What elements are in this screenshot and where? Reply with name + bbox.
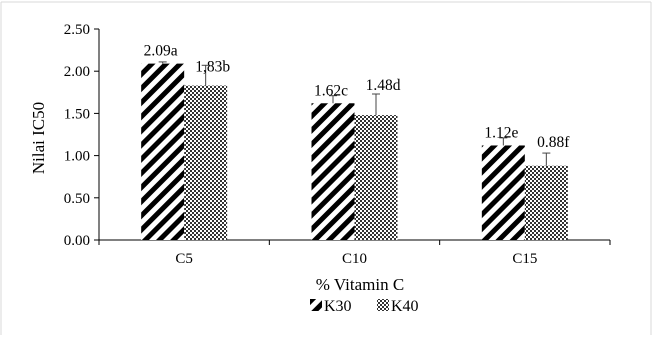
legend-swatch-k30 (310, 299, 322, 311)
data-label-k30-c5: 2.09a (144, 43, 178, 60)
y-tick-label: 0.50 (64, 191, 90, 207)
y-tick-label: 0.00 (64, 233, 90, 249)
bar-k40-c10 (354, 115, 398, 240)
legend: K30 K40 (310, 298, 419, 315)
x-tick-label: C10 (342, 251, 367, 267)
y-axis-title: Nilai IC50 (29, 102, 48, 174)
data-label-k40-c5: 1,83b (195, 58, 230, 75)
y-tick-label: 1.50 (64, 106, 90, 122)
y-tick-label: 1.00 (64, 149, 90, 165)
legend-swatch-k40 (377, 299, 389, 311)
data-label-k30-c15: 1.12e (484, 124, 518, 141)
bar-k40-c5 (184, 85, 228, 240)
bar-k30-c5 (141, 63, 185, 240)
x-tick-label: C5 (175, 251, 193, 267)
bar-k30-c15 (481, 145, 525, 240)
legend-label-k40: K40 (391, 298, 419, 315)
x-axis-title: % Vitamin C (316, 275, 404, 294)
bar-k30-c10 (311, 103, 355, 240)
x-tick-label: C15 (512, 251, 537, 267)
y-tick-label: 2.00 (64, 64, 90, 80)
y-tick-label: 2.50 (64, 22, 90, 38)
data-label-k40-c10: 1.48d (366, 77, 401, 94)
legend-label-k30: K30 (324, 298, 352, 315)
data-label-k30-c10: 1.62c (314, 82, 348, 99)
bar-k40-c15 (524, 165, 568, 240)
data-label-k40-c15: 0.88f (537, 134, 570, 151)
